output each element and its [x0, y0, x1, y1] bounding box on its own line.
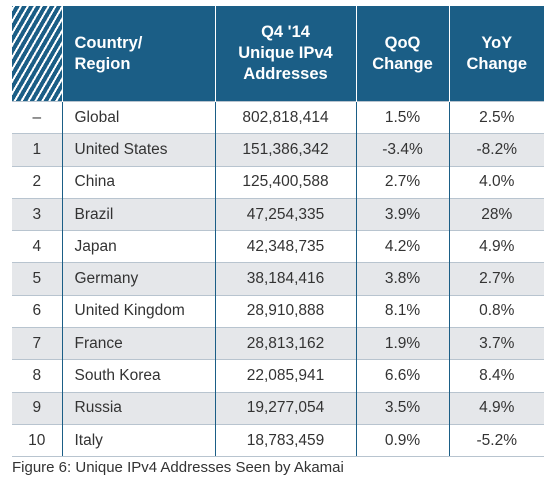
qoq-cell: 4.2% [355, 230, 449, 263]
addresses-cell: 125,400,588 [214, 165, 356, 199]
rank-cell: 4 [12, 230, 62, 263]
rank-cell: 8 [12, 359, 62, 393]
country-cell: South Korea [61, 359, 215, 393]
yoy-cell: 4.0% [448, 165, 544, 199]
header-country: Country/Region [61, 6, 215, 102]
yoy-cell: 28% [448, 197, 544, 231]
addresses-cell: 47,254,335 [214, 197, 356, 231]
qoq-cell: 8.1% [355, 294, 449, 328]
addresses-cell: 28,910,888 [214, 294, 356, 328]
qoq-cell: 3.9% [355, 197, 449, 231]
addresses-cell: 151,386,342 [214, 133, 356, 167]
yoy-cell: 0.8% [448, 294, 544, 328]
table-row: 2 China 125,400,588 2.7% 4.0% [12, 165, 544, 199]
header-qoq: QoQ Change [355, 6, 449, 102]
table-row: 3 Brazil 47,254,335 3.9% 28% [12, 197, 544, 231]
yoy-cell: 3.7% [448, 327, 544, 360]
yoy-cell: 2.5% [448, 100, 544, 134]
addresses-cell: 42,348,735 [214, 230, 356, 263]
qoq-cell: 3.8% [355, 262, 449, 296]
country-cell: United Kingdom [61, 294, 215, 328]
yoy-cell: 2.7% [448, 262, 544, 296]
yoy-cell: 8.4% [448, 359, 544, 393]
qoq-cell: 2.7% [355, 165, 449, 199]
addresses-cell: 19,277,054 [214, 391, 356, 425]
yoy-cell: 4.9% [448, 391, 544, 425]
qoq-cell: -3.4% [355, 133, 449, 167]
rank-cell: 5 [12, 262, 62, 296]
country-cell: United States [61, 133, 215, 167]
rank-cell: 2 [12, 165, 62, 199]
addresses-cell: 38,184,416 [214, 262, 356, 296]
country-cell: Russia [61, 391, 215, 425]
table-row: – Global 802,818,414 1.5% 2.5% [12, 100, 544, 134]
table-row: 5 Germany 38,184,416 3.8% 2.7% [12, 262, 544, 296]
rank-cell: 7 [12, 327, 62, 360]
table-row: 8 South Korea 22,085,941 6.6% 8.4% [12, 359, 544, 393]
table-row: 7 France 28,813,162 1.9% 3.7% [12, 327, 544, 360]
country-cell: France [61, 327, 215, 360]
rank-cell: 6 [12, 294, 62, 328]
country-cell: Japan [61, 230, 215, 263]
country-cell: Italy [61, 423, 215, 458]
yoy-cell: -5.2% [448, 423, 544, 458]
addresses-cell: 802,818,414 [214, 100, 356, 134]
rank-cell: 1 [12, 133, 62, 167]
addresses-cell: 18,783,459 [214, 423, 356, 458]
table-row: 4 Japan 42,348,735 4.2% 4.9% [12, 230, 544, 263]
table-row: 10 Italy 18,783,459 0.9% -5.2% [12, 423, 544, 458]
country-cell: Germany [61, 262, 215, 296]
addresses-cell: 28,813,162 [214, 327, 356, 360]
country-cell: Brazil [61, 197, 215, 231]
table-row: 1 United States 151,386,342 -3.4% -8.2% [12, 133, 544, 167]
header-addresses: Q4 '14 Unique IPv4 Addresses [214, 6, 356, 102]
rank-cell: – [12, 100, 62, 134]
figure-caption: Figure 6: Unique IPv4 Addresses Seen by … [12, 459, 344, 476]
table-row: 9 Russia 19,277,054 3.5% 4.9% [12, 391, 544, 425]
country-cell: China [61, 165, 215, 199]
addresses-cell: 22,085,941 [214, 359, 356, 393]
country-cell: Global [61, 100, 215, 134]
rank-cell: 3 [12, 197, 62, 231]
qoq-cell: 0.9% [355, 423, 449, 458]
header-row: Country/Region Q4 '14 Unique IPv4 Addresse… [12, 6, 544, 102]
qoq-cell: 6.6% [355, 359, 449, 393]
table-row: 6 United Kingdom 28,910,888 8.1% 0.8% [12, 294, 544, 328]
qoq-cell: 1.5% [355, 100, 449, 134]
qoq-cell: 1.9% [355, 327, 449, 360]
header-yoy: YoY Change [448, 6, 544, 102]
yoy-cell: -8.2% [448, 133, 544, 167]
qoq-cell: 3.5% [355, 391, 449, 425]
header-hatch-cell [12, 6, 62, 102]
rank-cell: 10 [12, 423, 62, 458]
ipv4-table: Country/Region Q4 '14 Unique IPv4 Addresse… [12, 6, 544, 458]
yoy-cell: 4.9% [448, 230, 544, 263]
rank-cell: 9 [12, 391, 62, 425]
